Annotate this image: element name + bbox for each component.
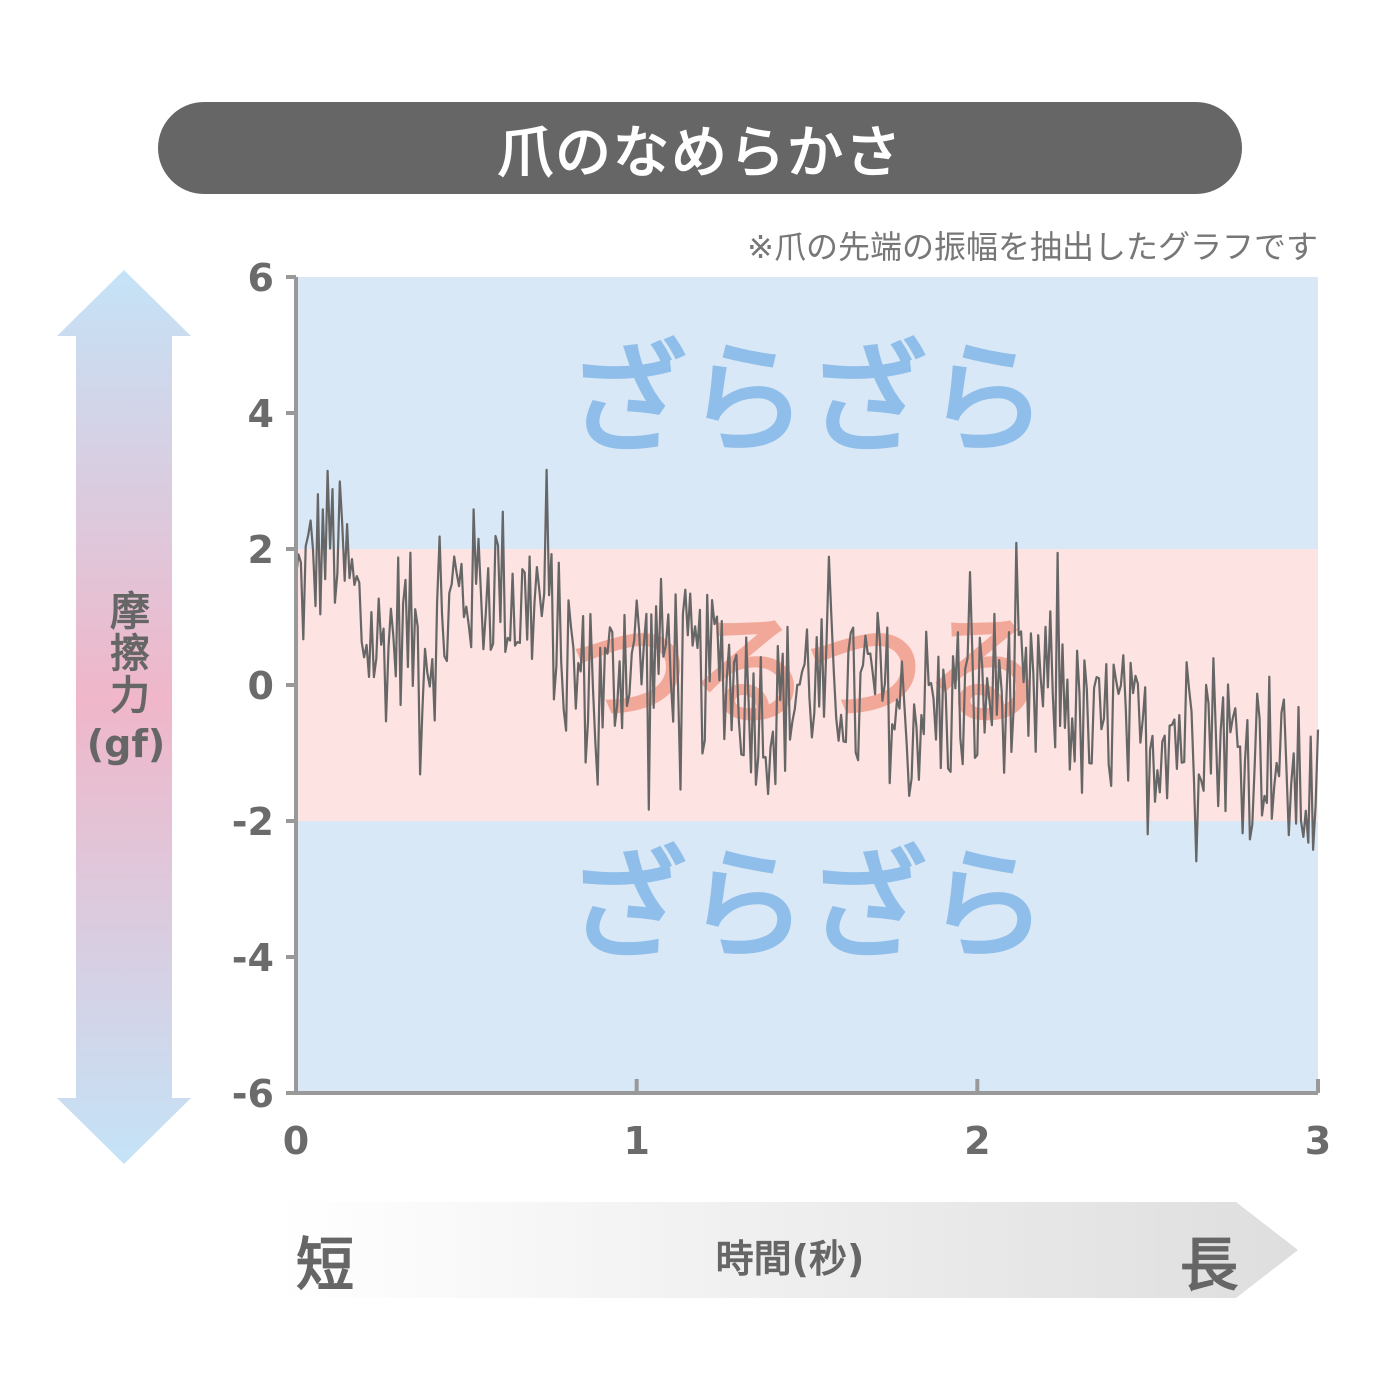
region-label-0: ざらざら — [567, 331, 1047, 470]
y-axis-label: 摩擦力 (gf) — [78, 590, 174, 766]
y-tick-label-6: 6 — [248, 256, 274, 300]
y-axis-title: 摩擦力 — [103, 590, 149, 716]
x-tick-label-0: 0 — [283, 1119, 309, 1163]
x-axis-title: 時間(秒) — [715, 1237, 865, 1281]
series-line-0 — [294, 468, 1320, 863]
x-axis-short-label: 短 — [296, 1231, 355, 1299]
y-tick-label-2: 2 — [248, 528, 274, 572]
y-axis-unit: (gf) — [86, 722, 166, 766]
region-label-2: ざらざら — [567, 837, 1047, 976]
band-2 — [296, 821, 1318, 1093]
y-tick-label-4: 4 — [248, 392, 274, 436]
y-tick-label-0: 0 — [248, 664, 274, 708]
y-tick-label--2: -2 — [232, 800, 274, 844]
chart-note: ※爪の先端の振幅を抽出したグラフです — [747, 228, 1318, 266]
x-axis-arrow — [278, 1202, 1298, 1298]
x-tick-label-1: 1 — [623, 1119, 649, 1163]
y-tick-label--4: -4 — [232, 936, 274, 980]
title-banner: 爪のなめらかさ — [158, 102, 1242, 194]
x-tick-label-3: 3 — [1305, 1119, 1331, 1163]
y-axis-arrow — [57, 270, 191, 1164]
x-axis-long-label: 長 — [1180, 1231, 1239, 1299]
chart-title: 爪のなめらかさ — [497, 120, 903, 186]
x-tick-label-2: 2 — [964, 1119, 990, 1163]
band-0 — [296, 277, 1318, 549]
y-tick-label--6: -6 — [232, 1072, 274, 1116]
